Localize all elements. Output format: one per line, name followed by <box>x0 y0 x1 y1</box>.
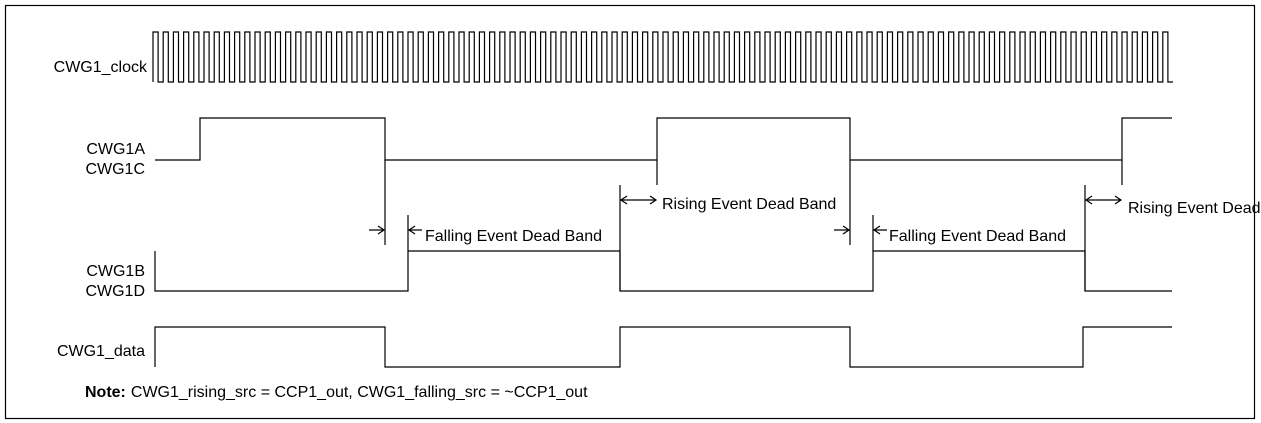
waveform-clock <box>152 31 1173 83</box>
signal-label: CWG1C <box>85 161 145 178</box>
annotation: Falling Event Dead Band <box>425 228 602 245</box>
signal-label: CWG1_clock <box>54 59 148 76</box>
note: Note: CWG1_rising_src = CCP1_out, CWG1_fa… <box>85 384 588 401</box>
annotation: Rising Event Dead Band <box>662 196 836 213</box>
signal-label: CWG1D <box>85 283 145 300</box>
annotation: Rising Event Dead Band <box>1128 200 1261 217</box>
waveform-a <box>155 117 1172 161</box>
note-label: Note: <box>85 384 126 401</box>
annotation: Falling Event Dead Band <box>889 228 1066 245</box>
waveform-data <box>154 326 1172 368</box>
dead-band-arrows <box>369 195 1123 235</box>
signal-label: CWG1_data <box>57 343 145 360</box>
signal-label: CWG1B <box>86 263 145 280</box>
signal-label: CWG1A <box>86 141 145 158</box>
frame <box>4 4 1256 420</box>
dead-band-guides <box>384 160 1123 291</box>
note-text: CWG1_rising_src = CCP1_out, CWG1_falling… <box>131 384 588 401</box>
waveform-b <box>154 250 1172 292</box>
